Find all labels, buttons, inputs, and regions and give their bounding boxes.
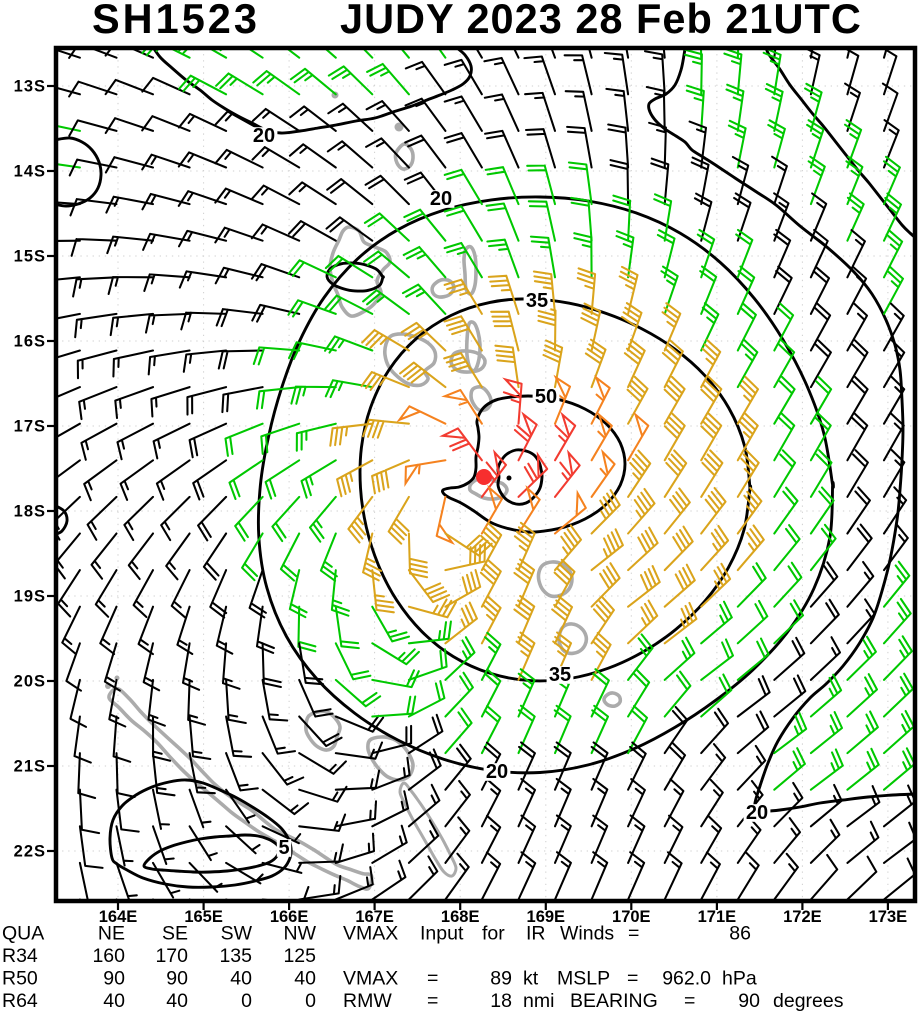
svg-text:90: 90 [738, 990, 760, 1012]
svg-text:0: 0 [305, 990, 316, 1012]
svg-text:20: 20 [430, 188, 452, 210]
svg-text:169E: 169E [527, 908, 566, 926]
svg-text:Winds: Winds [560, 923, 614, 945]
svg-text:167E: 167E [355, 908, 394, 926]
svg-text:R34: R34 [2, 945, 38, 967]
svg-text:86: 86 [729, 923, 751, 945]
svg-text:20S: 20S [14, 673, 46, 691]
svg-text:NW: NW [284, 923, 317, 945]
svg-text:for: for [482, 923, 505, 945]
svg-text:=: = [627, 968, 638, 990]
svg-text:170E: 170E [612, 908, 651, 926]
svg-text:166E: 166E [270, 908, 309, 926]
svg-text:170: 170 [155, 945, 188, 967]
svg-text:20: 20 [486, 761, 508, 783]
svg-text:35: 35 [549, 664, 571, 686]
svg-text:BEARING: BEARING [570, 990, 658, 1012]
svg-text:164E: 164E [99, 908, 138, 926]
svg-text:171E: 171E [698, 908, 737, 926]
svg-text:89: 89 [490, 968, 512, 990]
svg-text:90: 90 [166, 968, 188, 990]
svg-text:15S: 15S [14, 248, 46, 266]
svg-text:QUA: QUA [2, 923, 44, 945]
svg-text:20: 20 [253, 125, 275, 147]
svg-text:40: 40 [103, 990, 125, 1012]
svg-text:VMAX: VMAX [343, 968, 398, 990]
svg-text:nmi: nmi [523, 990, 554, 1012]
svg-text:135: 135 [219, 945, 252, 967]
svg-text:hPa: hPa [722, 968, 757, 990]
svg-text:16S: 16S [14, 333, 46, 351]
svg-text:50: 50 [535, 386, 557, 408]
svg-text:18S: 18S [14, 503, 46, 521]
svg-text:=: = [684, 990, 695, 1012]
svg-text:0: 0 [241, 990, 252, 1012]
svg-text:=: = [427, 968, 438, 990]
svg-text:17S: 17S [14, 418, 46, 436]
svg-text:165E: 165E [184, 908, 223, 926]
svg-text:SW: SW [221, 923, 253, 945]
svg-text:40: 40 [294, 968, 316, 990]
svg-text:21S: 21S [14, 758, 46, 776]
svg-text:NE: NE [98, 923, 125, 945]
svg-text:MSLP: MSLP [557, 968, 610, 990]
svg-text:35: 35 [526, 290, 548, 312]
svg-text:5: 5 [278, 837, 289, 859]
svg-text:20: 20 [746, 802, 768, 824]
svg-text:RMW: RMW [343, 990, 392, 1012]
svg-text:173E: 173E [869, 908, 908, 926]
svg-text:13S: 13S [14, 78, 46, 96]
svg-text:40: 40 [230, 968, 252, 990]
svg-text:R50: R50 [2, 968, 38, 990]
svg-text:18: 18 [490, 990, 512, 1012]
svg-text:R64: R64 [2, 990, 38, 1012]
svg-text:22S: 22S [14, 843, 46, 861]
svg-text:168E: 168E [441, 908, 480, 926]
svg-text:172E: 172E [783, 908, 822, 926]
svg-text:125: 125 [283, 945, 316, 967]
svg-text:VMAX: VMAX [343, 923, 398, 945]
svg-text:degrees: degrees [773, 990, 844, 1012]
svg-text:SH1523: SH1523 [92, 0, 260, 42]
svg-text:90: 90 [103, 968, 125, 990]
svg-text:IR: IR [526, 923, 546, 945]
svg-text:kt: kt [523, 968, 539, 990]
svg-text:Input: Input [420, 923, 464, 945]
svg-text:SE: SE [162, 923, 188, 945]
svg-text:=: = [628, 923, 639, 945]
svg-text:40: 40 [166, 990, 188, 1012]
svg-text:=: = [427, 990, 438, 1012]
svg-text:962.0: 962.0 [662, 968, 711, 990]
svg-text:14S: 14S [14, 163, 46, 181]
svg-text:19S: 19S [14, 588, 46, 606]
svg-text:JUDY 2023 28 Feb 21UTC: JUDY 2023 28 Feb 21UTC [340, 0, 862, 42]
svg-text:160: 160 [92, 945, 125, 967]
